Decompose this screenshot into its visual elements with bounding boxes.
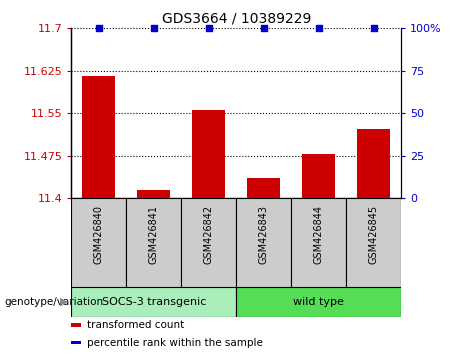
Bar [71,198,126,287]
Text: genotype/variation: genotype/variation [5,297,104,307]
Bar [236,287,401,317]
Bar [137,190,171,198]
Text: transformed count: transformed count [87,320,184,330]
Text: GSM426844: GSM426844 [313,205,324,264]
Text: GSM426841: GSM426841 [149,205,159,264]
Text: wild type: wild type [293,297,344,307]
Bar [181,198,236,287]
Title: GDS3664 / 10389229: GDS3664 / 10389229 [161,12,311,26]
Bar [302,154,335,198]
Bar [346,198,401,287]
Text: GSM426845: GSM426845 [369,205,378,264]
Bar [71,341,81,344]
Bar [236,198,291,287]
Text: percentile rank within the sample: percentile rank within the sample [87,338,262,348]
Point [150,25,158,31]
Point [260,25,267,31]
Text: GSM426842: GSM426842 [204,205,214,264]
Point [370,25,377,31]
Text: GSM426840: GSM426840 [94,205,104,264]
Text: ▶: ▶ [60,297,68,307]
Bar [291,198,346,287]
Point [95,25,103,31]
Bar [71,323,81,326]
Text: GSM426843: GSM426843 [259,205,269,264]
Bar [192,110,225,198]
Bar [83,76,115,198]
Point [205,25,213,31]
Text: SOCS-3 transgenic: SOCS-3 transgenic [102,297,206,307]
Bar [357,129,390,198]
Bar [126,198,181,287]
Bar [71,287,236,317]
Bar [247,178,280,198]
Point [315,25,322,31]
